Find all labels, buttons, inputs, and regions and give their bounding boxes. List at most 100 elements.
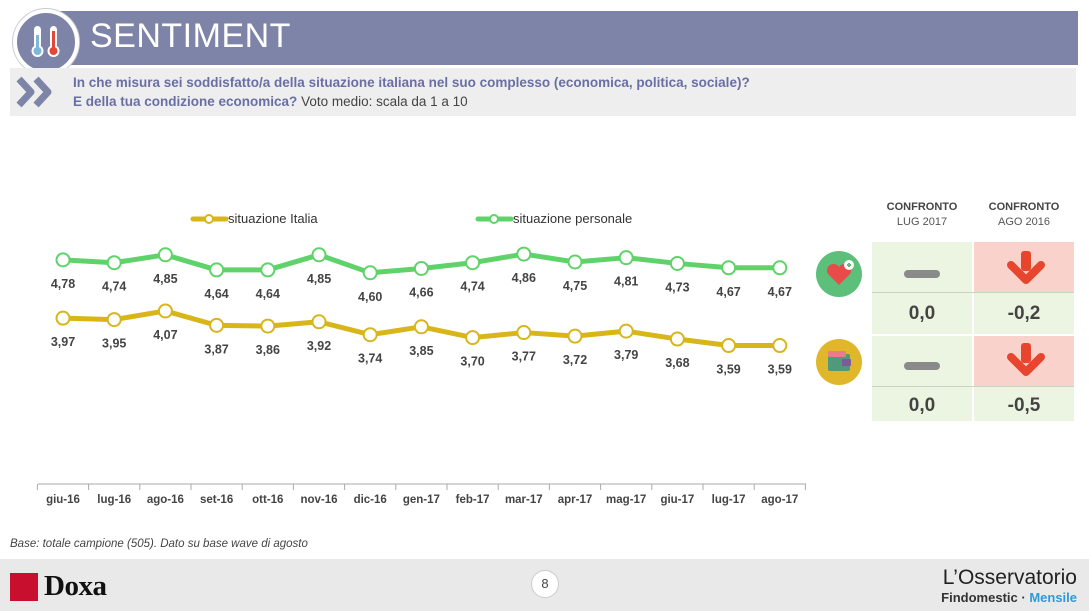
data-label: 3,97 (51, 335, 75, 349)
question-line-2-bold: E della tua condizione economica? (73, 94, 298, 109)
x-tick-label: giu-16 (46, 494, 80, 506)
data-point (55, 252, 71, 268)
data-point (465, 255, 481, 271)
row1-ago-cell-bottom (974, 293, 1074, 334)
data-point (567, 328, 583, 344)
x-tick-label: lug-16 (97, 494, 131, 506)
data-label: 4,74 (460, 280, 484, 294)
question-line-1: In che misura sei soddisfatto/a della si… (73, 75, 750, 90)
double-chevron-icon (16, 76, 56, 113)
data-point (362, 327, 378, 343)
data-point (618, 250, 634, 266)
legend-label: situazione personale (513, 211, 632, 226)
no-change-icon (904, 270, 940, 278)
x-tick-label: mag-17 (606, 494, 646, 506)
data-point (721, 260, 737, 276)
data-label: 3,77 (512, 350, 536, 364)
data-label: 4,74 (102, 280, 126, 294)
row1-vs-ago-value: -0,2 (1007, 303, 1041, 324)
data-point (209, 262, 225, 278)
x-tick-label: mar-17 (505, 494, 543, 506)
data-label: 4,85 (307, 272, 331, 286)
page-title: SENTIMENT (90, 17, 291, 55)
down-arrow-icon (1006, 341, 1046, 382)
doxa-logo: Doxa (44, 570, 107, 602)
data-point (362, 265, 378, 281)
x-tick-label: nov-16 (300, 494, 337, 506)
data-point (772, 260, 788, 276)
data-point (721, 338, 737, 354)
data-point (311, 247, 327, 263)
comparison-header-ago-title: CONFRONTO (988, 201, 1060, 213)
data-label: 3,79 (614, 348, 638, 362)
data-label: 4,64 (256, 287, 280, 301)
data-label: 4,85 (153, 272, 177, 286)
data-label: 3,74 (358, 352, 382, 366)
data-point (209, 317, 225, 333)
data-point (260, 318, 276, 334)
osservatorio-logo: L’Osservatorio (942, 566, 1077, 589)
data-label: 3,70 (460, 355, 484, 369)
data-point (669, 331, 685, 347)
x-tick-label: set-16 (200, 494, 233, 506)
data-label: 3,68 (665, 356, 689, 370)
comparison-header-ago-sub: AGO 2016 (998, 216, 1050, 228)
row2-lug-cell (872, 336, 972, 421)
x-tick-label: lug-17 (712, 494, 746, 506)
comparison-header-ago: CONFRONTO AGO 2016 (974, 200, 1074, 230)
legend-label: situazione Italia (228, 211, 318, 226)
x-tick-label: ago-17 (761, 494, 798, 506)
wallet-icon (816, 339, 862, 385)
data-point (669, 255, 685, 271)
data-label: 4,75 (563, 279, 587, 293)
row1-divider (872, 292, 1074, 293)
data-point (516, 246, 532, 262)
x-tick-label: giu-17 (660, 494, 694, 506)
data-point (311, 314, 327, 330)
data-label: 4,78 (51, 277, 75, 291)
header-bar (38, 11, 1078, 65)
chart-series: 4,78 4,74 4,85 4,64 4,64 4,85 4,60 4,66 4,74 4,86… (51, 246, 792, 377)
x-tick-label: apr-17 (558, 494, 593, 506)
row1-lug-cell (872, 242, 972, 334)
data-point (260, 262, 276, 278)
osservatorio-sub-findomestic: Findomestic · (941, 590, 1026, 605)
comparison-header-lug-title: CONFRONTO (886, 201, 958, 213)
x-tick-label: ott-16 (252, 494, 283, 506)
data-point (567, 254, 583, 270)
data-label: 4,86 (512, 271, 536, 285)
x-tick-label: ago-16 (147, 494, 184, 506)
x-tick-label: gen-17 (403, 494, 440, 506)
question-box (10, 68, 1076, 116)
data-label: 4,66 (409, 285, 433, 299)
data-label: 3,95 (102, 337, 126, 351)
data-label: 3,87 (204, 342, 228, 356)
comparison-header-lug-sub: LUG 2017 (896, 216, 948, 228)
data-label: 3,85 (409, 344, 433, 358)
data-point (106, 312, 122, 328)
data-label: 4,60 (358, 290, 382, 304)
row1-vs-lug-value: 0,0 (908, 303, 936, 324)
data-point (157, 303, 173, 319)
x-tick-label: feb-17 (456, 494, 490, 506)
data-point (157, 247, 173, 263)
doxa-logo-mark (10, 573, 38, 601)
row2-vs-ago-value: -0,5 (1007, 395, 1041, 416)
down-arrow-icon (1006, 249, 1046, 290)
question-line-2-rest: Voto medio: scala da 1 a 10 (301, 94, 468, 109)
row2-divider (872, 386, 1074, 387)
data-label: 4,73 (665, 280, 689, 294)
data-label: 4,07 (153, 328, 177, 342)
heart-icon (816, 251, 862, 297)
base-note: Base: totale campione (505). Dato su bas… (10, 538, 308, 550)
data-point (465, 330, 481, 346)
osservatorio-sub: Findomestic · Mensile (941, 590, 1077, 605)
data-label: 3,59 (716, 363, 740, 377)
row2-ago-cell-bottom (974, 387, 1074, 421)
osservatorio-sub-mensile: Mensile (1029, 590, 1077, 605)
data-label: 3,59 (768, 363, 792, 377)
legend-marker (489, 214, 499, 224)
data-label: 4,67 (716, 285, 740, 299)
page-number: 8 (531, 570, 559, 598)
